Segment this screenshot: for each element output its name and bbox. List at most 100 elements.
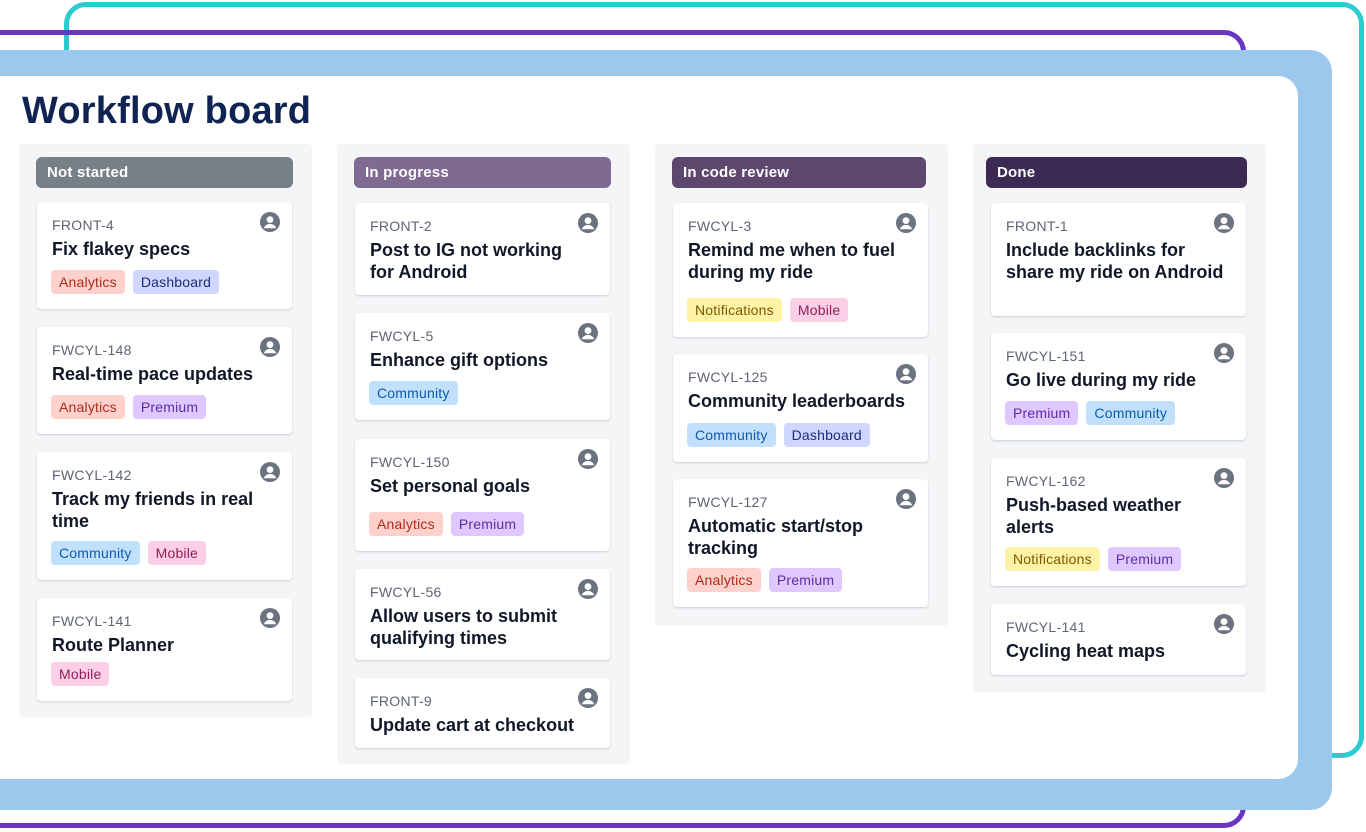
issue-labels: Analytics Premium <box>687 568 843 592</box>
issue-title: Fix flakey specs <box>52 239 191 259</box>
issue-labels: Mobile <box>51 662 110 686</box>
issue-card[interactable]: FRONT-1 Include backlinks for share my ri… <box>991 203 1246 316</box>
user-avatar-icon[interactable] <box>1214 614 1234 634</box>
user-avatar-icon[interactable] <box>260 212 280 232</box>
label-premium[interactable]: Premium <box>450 512 525 536</box>
issue-title: Real-time pace updates <box>52 364 254 384</box>
issue-key: FWCYL-162 <box>1006 473 1086 489</box>
issue-key: FWCYL-127 <box>688 494 768 510</box>
issue-labels: Community <box>369 381 458 405</box>
user-avatar-icon[interactable] <box>578 323 598 343</box>
user-avatar-icon[interactable] <box>578 579 598 599</box>
label-dashboard[interactable]: Dashboard <box>132 270 220 294</box>
label-community[interactable]: Community <box>1086 401 1176 425</box>
issue-title: Track my friends in real time <box>52 489 254 531</box>
issue-title: Post to IG not working for Android <box>370 240 562 282</box>
issue-key: FWCYL-148 <box>52 342 132 358</box>
label-analytics[interactable]: Analytics <box>51 270 125 294</box>
issue-labels: Notifications Mobile <box>687 298 849 322</box>
issue-key: FWCYL-151 <box>1006 348 1086 364</box>
label-mobile[interactable]: Mobile <box>147 541 207 565</box>
issue-card[interactable]: FWCYL-162 Push-based weather alerts Notifi… <box>991 458 1246 586</box>
issue-key: FWCYL-141 <box>1006 619 1086 635</box>
issue-key: FWCYL-5 <box>370 328 434 344</box>
user-avatar-icon[interactable] <box>578 213 598 233</box>
user-avatar-icon[interactable] <box>1214 343 1234 363</box>
issue-card[interactable]: FWCYL-127 Automatic start/stop tracking An… <box>673 479 928 607</box>
issue-card[interactable]: FWCYL-3 Remind me when to fuel during my … <box>673 203 928 337</box>
user-avatar-icon[interactable] <box>896 213 916 233</box>
label-premium[interactable]: Premium <box>768 568 843 592</box>
label-premium[interactable]: Premium <box>1005 401 1079 425</box>
label-analytics[interactable]: Analytics <box>369 512 443 536</box>
issue-labels: Analytics Premium <box>51 395 207 419</box>
user-avatar-icon[interactable] <box>896 364 916 384</box>
column-header[interactable]: In progress <box>354 157 611 188</box>
user-avatar-icon[interactable] <box>260 462 280 482</box>
column-header[interactable]: Not started <box>36 157 293 188</box>
issue-card[interactable]: FWCYL-151 Go live during my ride Premium Co… <box>991 333 1246 440</box>
issue-card[interactable]: FWCYL-125 Community leaderboards Community… <box>673 354 928 462</box>
label-analytics[interactable]: Analytics <box>687 568 761 592</box>
issue-card[interactable]: FWCYL-150 Set personal goals Analytics Prem… <box>355 439 610 551</box>
issue-card[interactable]: FWCYL-56 Allow users to submit qualifying… <box>355 569 610 660</box>
issue-key: FWCYL-141 <box>52 613 132 629</box>
label-mobile[interactable]: Mobile <box>51 662 110 686</box>
issue-title: Go live during my ride <box>1006 370 1197 390</box>
issue-key: FRONT-1 <box>1006 218 1068 234</box>
issue-card[interactable]: FWCYL-5 Enhance gift options Community <box>355 313 610 420</box>
issue-key: FWCYL-56 <box>370 584 442 600</box>
issue-card[interactable]: FWCYL-148 Real-time pace updates Analytics… <box>37 327 292 434</box>
issue-title: Route Planner <box>52 635 175 655</box>
issue-card[interactable]: FRONT-2 Post to IG not working for Androi… <box>355 203 610 295</box>
issue-card[interactable]: FWCYL-141 Route Planner Mobile <box>37 598 292 701</box>
issue-key: FRONT-2 <box>370 218 432 234</box>
issue-labels: Analytics Dashboard <box>51 270 220 294</box>
column-header[interactable]: Done <box>986 157 1247 188</box>
issue-title: Push-based weather alerts <box>1006 495 1182 537</box>
column-header[interactable]: In code review <box>672 157 926 188</box>
user-avatar-icon[interactable] <box>260 337 280 357</box>
label-community[interactable]: Community <box>687 423 776 447</box>
issue-key: FWCYL-3 <box>688 218 752 234</box>
issue-key: FWCYL-125 <box>688 369 768 385</box>
user-avatar-icon[interactable] <box>260 608 280 628</box>
label-mobile[interactable]: Mobile <box>789 298 849 322</box>
issue-labels: Notifications Premium <box>1005 547 1182 571</box>
issue-labels: Analytics Premium <box>369 512 525 536</box>
issue-title: Allow users to submit qualifying times <box>370 606 558 648</box>
issue-title: Update cart at checkout <box>370 715 575 735</box>
user-avatar-icon[interactable] <box>578 449 598 469</box>
issue-card[interactable]: FWCYL-142 Track my friends in real time Co… <box>37 452 292 580</box>
label-dashboard[interactable]: Dashboard <box>783 423 870 447</box>
user-avatar-icon[interactable] <box>1214 213 1234 233</box>
label-notifications[interactable]: Notifications <box>687 298 782 322</box>
issue-title: Automatic start/stop tracking <box>688 516 864 558</box>
issue-card[interactable]: FRONT-9 Update cart at checkout <box>355 678 610 748</box>
label-notifications[interactable]: Notifications <box>1005 547 1100 571</box>
board-title: Workflow board <box>22 90 312 132</box>
label-community[interactable]: Community <box>369 381 458 405</box>
issue-labels: Premium Community <box>1005 401 1176 425</box>
issue-title: Include backlinks for share my ride on A… <box>1006 240 1224 282</box>
issue-title: Remind me when to fuel during my ride <box>688 240 896 282</box>
user-avatar-icon[interactable] <box>1214 468 1234 488</box>
label-premium[interactable]: Premium <box>1107 547 1182 571</box>
issue-key: FWCYL-142 <box>52 467 132 483</box>
user-avatar-icon[interactable] <box>896 489 916 509</box>
label-analytics[interactable]: Analytics <box>51 395 125 419</box>
issue-title: Set personal goals <box>370 476 531 496</box>
issue-key: FRONT-9 <box>370 693 432 709</box>
issue-title: Cycling heat maps <box>1006 641 1166 661</box>
issue-labels: Community Mobile <box>51 541 207 565</box>
issue-card[interactable]: FRONT-4 Fix flakey specs Analytics Dashboar… <box>37 202 292 309</box>
issue-key: FRONT-4 <box>52 217 114 233</box>
issue-title: Community leaderboards <box>688 391 906 411</box>
user-avatar-icon[interactable] <box>578 688 598 708</box>
issue-key: FWCYL-150 <box>370 454 450 470</box>
label-community[interactable]: Community <box>51 541 140 565</box>
issue-labels: Community Dashboard <box>687 423 870 447</box>
label-premium[interactable]: Premium <box>132 395 207 419</box>
issue-title: Enhance gift options <box>370 350 548 370</box>
issue-card[interactable]: FWCYL-141 Cycling heat maps <box>991 604 1246 675</box>
